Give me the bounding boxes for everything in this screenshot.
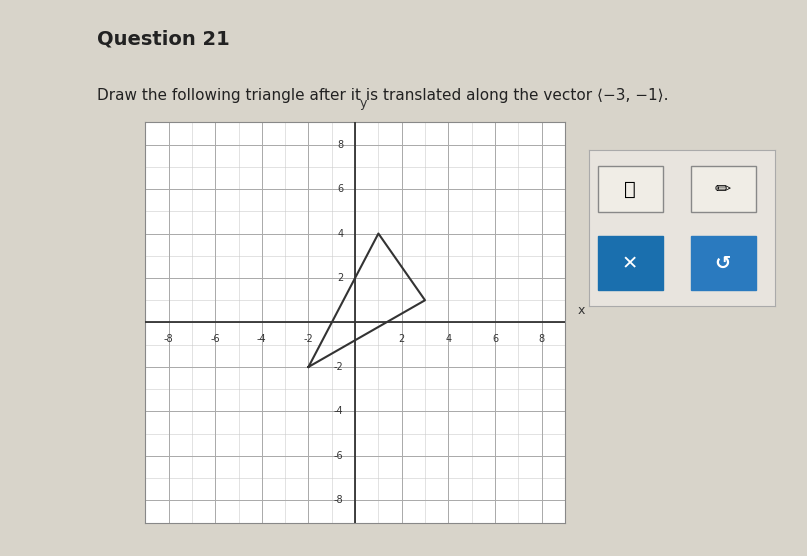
Text: Draw the following triangle after it is translated along the vector ⟨−3, −1⟩.: Draw the following triangle after it is …	[97, 88, 668, 103]
Text: 2: 2	[399, 334, 405, 344]
Bar	[691, 166, 756, 212]
Bar	[598, 166, 663, 212]
Text: 8: 8	[337, 140, 344, 150]
Text: -6: -6	[211, 334, 220, 344]
Text: Question 21: Question 21	[97, 29, 229, 48]
Text: 4: 4	[337, 229, 344, 239]
Text: 8: 8	[538, 334, 545, 344]
Text: x: x	[578, 304, 585, 316]
Text: 6: 6	[337, 184, 344, 194]
Text: 2: 2	[337, 273, 344, 283]
Text: -2: -2	[333, 362, 344, 372]
Text: -6: -6	[334, 451, 344, 461]
Bar	[598, 236, 663, 290]
Text: ✏: ✏	[714, 180, 731, 198]
Text: -4: -4	[257, 334, 266, 344]
Text: -8: -8	[164, 334, 174, 344]
Text: -8: -8	[334, 495, 344, 505]
Text: 🧹: 🧹	[624, 180, 636, 198]
Text: ↺: ↺	[714, 254, 731, 273]
Bar	[691, 236, 756, 290]
Text: -4: -4	[334, 406, 344, 416]
Text: -2: -2	[303, 334, 313, 344]
Text: 4: 4	[445, 334, 451, 344]
Text: ✕: ✕	[621, 254, 638, 273]
Text: y: y	[360, 97, 367, 110]
Text: 6: 6	[492, 334, 498, 344]
